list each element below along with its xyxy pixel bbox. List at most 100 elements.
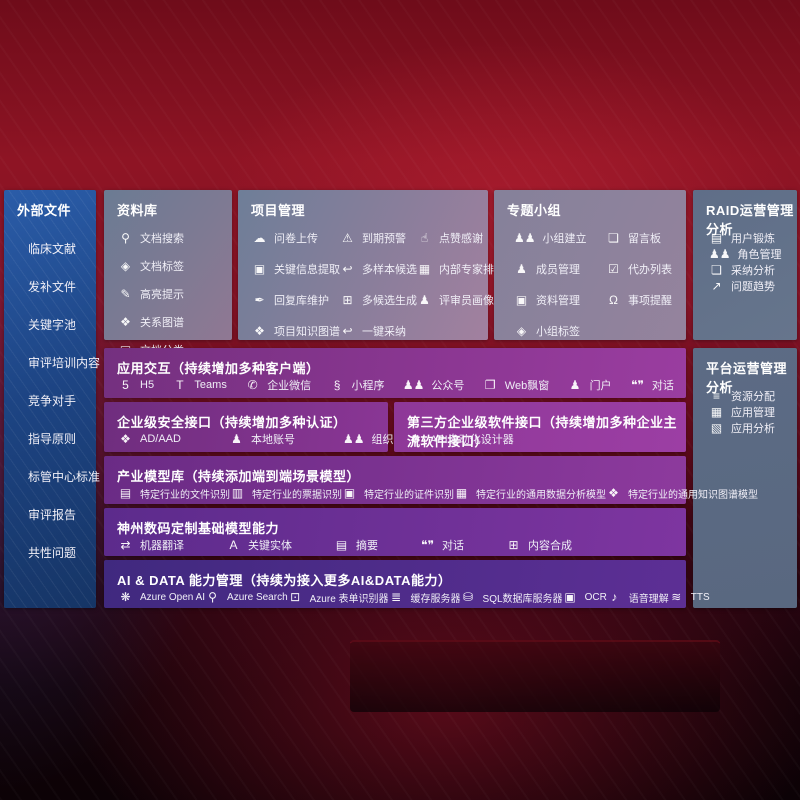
panel-title: 专题小组 (507, 203, 562, 218)
industry-models-row: 产业模型库（持续添加端到端场景模型） ▤ 特定行业的文件识别 ▥ 特定行业的票据识别 ▣… (104, 456, 758, 504)
basemodel-items: ⇄ 机器翻译 A 关键实体 ▤ 摘要 ❝❞ 对话 ⊞ 内容合成 (118, 536, 674, 554)
upload-cloud-icon: ☁ (253, 231, 266, 245)
row-title: 企业级安全接口（持续增加多种认证） (117, 415, 347, 430)
feature-label: 高亮提示 (140, 289, 184, 301)
feature-item: ▦ 特定行业的通用数据分析模型 (454, 486, 606, 501)
org-icon: ♟♟ (342, 432, 365, 446)
feature-label: 竞争对手 (28, 394, 77, 408)
dialog-icon: ❝❞ (630, 378, 644, 392)
feature-label: 内部专家排名 (439, 264, 505, 276)
wechat-work-icon: ✆ (247, 378, 258, 392)
feature-label: 发补文件 (28, 280, 77, 294)
feature-label: 用户锻炼 (731, 233, 775, 245)
feature-item: ↗ 问题趋势 (709, 278, 782, 294)
feature-item: ♟ 评审员画像 (417, 292, 505, 308)
feature-label: 关系图谱 (140, 317, 184, 329)
feature-item: ▦ 应用管理 (709, 404, 775, 420)
feature-item: 临床文献 (28, 240, 92, 257)
key-info-icon: ▣ (253, 262, 266, 276)
feature-label: 小组标签 (536, 326, 580, 338)
thumb-up-icon: ☝ (420, 231, 429, 245)
feature-item: ✆ 企业微信 (245, 377, 312, 393)
panel-title: 外部文件 (17, 203, 72, 218)
summary-icon: ▤ (335, 538, 348, 552)
highlight-icon: ✎ (120, 287, 131, 301)
row-title: 应用交互（持续增加多种客户端） (117, 361, 320, 376)
library-panel: 资料库 ⚲文档搜索◈文档标签✎高亮提示❖关系图谱▤文档分类 (104, 190, 232, 357)
feature-item: ▣ 关键信息提取 (252, 261, 340, 277)
feature-label: 公众号 (431, 380, 465, 392)
feature-label: 指导原则 (28, 432, 77, 446)
raid-analysis-panel: RAID运营管理分析 ▤ 用户锻炼 ♟♟ 角色管理 ❏ 采纳分析 ↗ 问题趋势 (693, 190, 797, 340)
feature-label: 事项提醒 (628, 295, 672, 307)
teams-icon: T (176, 378, 184, 392)
portal-icon: ♟ (569, 378, 581, 392)
thirdparty-items: ⚙ API自动化设计器 (408, 430, 674, 448)
feature-item: ▧ 应用分析 (709, 420, 775, 436)
background-artifact (350, 640, 720, 712)
feature-column: ♟♟ 小组建立 ♟ 成员管理 ▣ 资料管理 ◈ 小组标签 (514, 230, 606, 339)
feature-label: 对话 (651, 380, 674, 392)
feature-item: ◈ 文档标签 (118, 258, 184, 274)
project-items: ☁ 问卷上传 ▣ 关键信息提取 ✒ 回复库维护 ❖ 项目知识图谱 ⚠ 到期预警 ↩ 多样本候选 ⊞ 多候选… (252, 230, 506, 339)
feature-item: ▣ OCR (563, 590, 607, 604)
local-account-icon: ♟ (231, 432, 242, 446)
trend-icon: ↗ (711, 279, 722, 293)
feature-label: 资料管理 (536, 295, 580, 307)
feature-item: § 小程序 (330, 377, 385, 393)
message-board-icon: ❏ (608, 231, 619, 245)
tag-icon: ◈ (120, 259, 131, 273)
form-recog-icon: ⊡ (290, 590, 301, 604)
group-icon: ♟♟ (514, 231, 536, 245)
groups-items: ♟♟ 小组建立 ♟ 成员管理 ▣ 资料管理 ◈ 小组标签 ❏ 留言板 ☑ 代办列表 Ω 事项提醒 (514, 230, 680, 339)
platform-items: ≡ 资源分配 ▦ 应用管理 ▧ 应用分析 (709, 388, 791, 436)
feature-label: OCR (584, 591, 607, 603)
feature-label: 审评培训内容 (28, 356, 101, 370)
feature-label: 关键实体 (248, 540, 292, 552)
feature-item: 发补文件 (28, 278, 92, 295)
feature-item: ❖ AD/AAD (118, 432, 181, 446)
feature-label: H5 (140, 379, 155, 391)
feature-item: ▤ 摘要 (334, 537, 378, 553)
feature-label: 问卷上传 (274, 233, 318, 245)
feature-label: 评审员画像 (439, 295, 494, 307)
feature-label: SQL数据库服务器 (482, 593, 563, 605)
feature-label: 角色管理 (737, 249, 782, 261)
feature-label: 缓存服务器 (410, 593, 461, 605)
file-recog-icon: ▤ (119, 486, 132, 500)
feature-label: 内容合成 (528, 540, 572, 552)
feature-item: 指导原则 (28, 430, 92, 447)
row-title: 神州数码定制基础模型能力 (117, 521, 280, 536)
official-account-icon: ♟♟ (402, 378, 425, 392)
feature-item: 5 H5 (118, 378, 154, 392)
data-analysis-icon: ▦ (455, 486, 468, 500)
feature-item: A 关键实体 (226, 537, 292, 553)
adopt-arrow-icon: ↩ (342, 324, 353, 338)
feature-column: ❏ 留言板 ☑ 代办列表 Ω 事项提醒 (606, 230, 672, 339)
tts-icon: ≋ (671, 590, 682, 604)
feature-label: Azure Search (227, 591, 288, 603)
app-chart-icon: ▧ (710, 421, 723, 435)
miniprogram-icon: § (333, 378, 341, 392)
feature-label: 文档标签 (140, 261, 184, 273)
feature-item: ❖ 关系图谱 (118, 314, 184, 330)
feature-label: 应用管理 (731, 407, 775, 419)
feature-column: ⚠ 到期预警 ↩ 多样本候选 ⊞ 多候选生成 ↩ 一键采纳 (340, 230, 417, 339)
api-gear-icon: ⚙ (410, 432, 421, 446)
feature-label: 标管中心标准 (28, 470, 101, 484)
feature-item: ♟♟ 小组建立 (514, 230, 606, 246)
app-interaction-row: 应用交互（持续增加多种客户端） 5 H5 T Teams ✆ 企业微信 § 小程序 ♟♟ 公众号 ❐… (104, 348, 686, 398)
industry-items: ▤ 特定行业的文件识别 ▥ 特定行业的票据识别 ▣ 特定行业的证件识别 ▦ 特定行业的通用数据… (118, 484, 758, 502)
feature-item: ⛁ SQL数据库服务器 (461, 590, 563, 605)
external-files-list: 临床文献 发补文件 关键字池 审评培训内容 竞争对手 指导原则 标管中心标准 审评报告 共性问题 (28, 240, 100, 561)
feature-label: 点赞感谢 (439, 233, 483, 245)
qa-chat-icon: ❏ (711, 263, 722, 277)
feature-label: 采纳分析 (731, 265, 775, 277)
doc-search-icon: ⚲ (121, 231, 130, 245)
id-card-icon: ▤ (710, 231, 723, 245)
feature-item: ☁ 问卷上传 (252, 230, 340, 246)
feature-label: 一键采纳 (362, 326, 406, 338)
feature-item: ❖ 特定行业的通用知识图谱模型 (606, 486, 758, 501)
feature-label: 特定行业的证件识别 (364, 489, 454, 501)
feature-item: ⚲ 文档搜索 (118, 230, 184, 246)
